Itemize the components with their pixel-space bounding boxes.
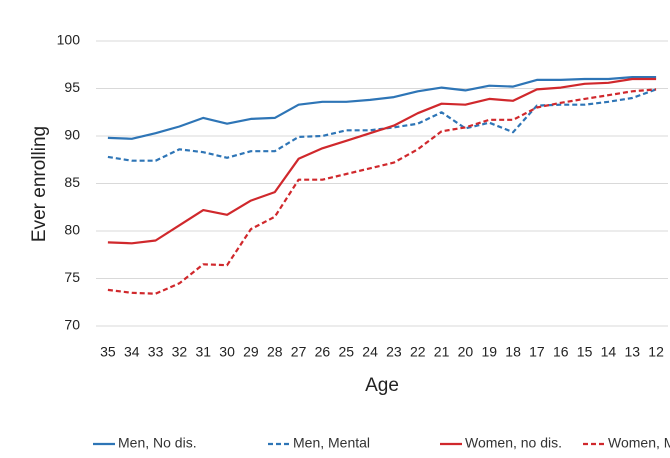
x-tick-label: 12 bbox=[648, 344, 664, 360]
x-tick-label: 31 bbox=[195, 344, 211, 360]
x-tick-label: 34 bbox=[124, 344, 140, 360]
y-tick-label: 85 bbox=[64, 174, 80, 190]
x-tick-label: 25 bbox=[338, 344, 354, 360]
legend-label: Men, No dis. bbox=[118, 435, 197, 451]
x-tick-label: 20 bbox=[458, 344, 474, 360]
x-tick-label: 23 bbox=[386, 344, 402, 360]
x-tick-label: 30 bbox=[219, 344, 235, 360]
x-tick-label: 17 bbox=[529, 344, 545, 360]
x-tick-label: 16 bbox=[553, 344, 569, 360]
x-tick-label: 35 bbox=[100, 344, 116, 360]
x-tick-label: 19 bbox=[481, 344, 497, 360]
legend-label: Men, Mental bbox=[293, 435, 370, 451]
x-tick-label: 24 bbox=[362, 344, 378, 360]
y-tick-label: 75 bbox=[64, 269, 80, 285]
line-series bbox=[107, 88, 657, 295]
y-tick-label: 80 bbox=[64, 222, 80, 238]
x-tick-label: 18 bbox=[505, 344, 521, 360]
y-tick-label: 90 bbox=[64, 127, 80, 143]
y-tick-label: 95 bbox=[64, 79, 80, 95]
line-series bbox=[107, 88, 657, 162]
line-series bbox=[107, 77, 657, 245]
legend-label: Women, Mental bbox=[608, 435, 670, 451]
x-tick-label: 21 bbox=[434, 344, 450, 360]
x-tick-label: 22 bbox=[410, 344, 426, 360]
x-tick-label: 15 bbox=[577, 344, 593, 360]
x-tick-label: 33 bbox=[148, 344, 164, 360]
x-tick-label: 13 bbox=[624, 344, 640, 360]
y-tick-label: 100 bbox=[57, 32, 81, 48]
x-tick-label: 29 bbox=[243, 344, 259, 360]
x-tick-label: 27 bbox=[291, 344, 307, 360]
y-tick-label: 70 bbox=[64, 317, 80, 333]
x-tick-label: 32 bbox=[172, 344, 188, 360]
line-series bbox=[107, 76, 657, 140]
legend-label: Women, no dis. bbox=[465, 435, 562, 451]
x-tick-label: 26 bbox=[315, 344, 331, 360]
x-tick-label: 28 bbox=[267, 344, 283, 360]
x-axis-title: Age bbox=[365, 375, 399, 396]
x-tick-label: 14 bbox=[601, 344, 617, 360]
y-axis-title: Ever enrolling bbox=[29, 126, 50, 242]
